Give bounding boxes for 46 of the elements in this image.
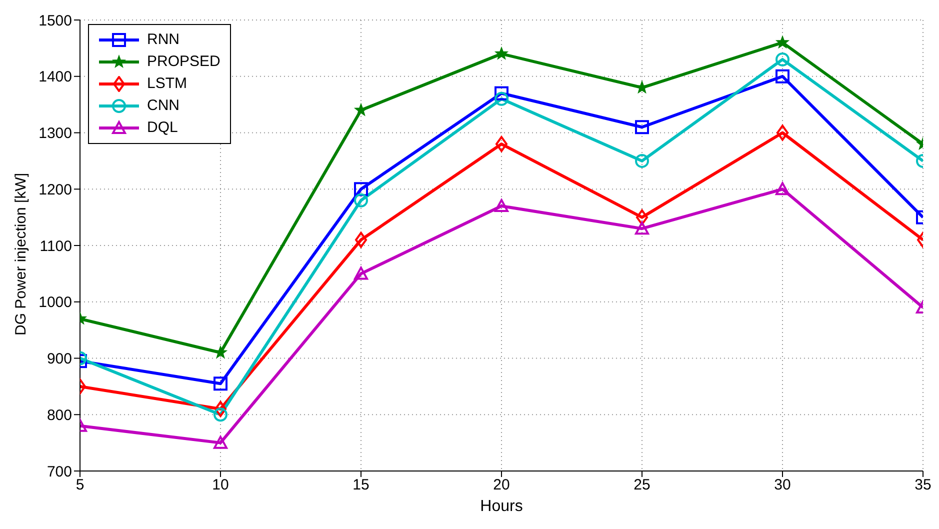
- x-axis-title: Hours: [480, 498, 523, 515]
- y-tick-label: 1400: [38, 68, 72, 86]
- x-tick-label: 30: [774, 476, 791, 494]
- y-tick-label: 700: [46, 463, 72, 480]
- x-tick-label: 5: [76, 476, 84, 494]
- legend-label: LSTM: [147, 74, 188, 94]
- point: [776, 69, 790, 84]
- point: [776, 182, 790, 196]
- x-tick-label: 15: [352, 476, 370, 494]
- point: [635, 222, 649, 235]
- point: [776, 36, 789, 48]
- y-axis-title: DG Power injection [kW]: [12, 172, 30, 336]
- x-tick-label: 10: [212, 476, 229, 494]
- x-tick-label: 20: [493, 476, 510, 494]
- point: [495, 47, 508, 60]
- y-tick-label: 800: [46, 406, 72, 424]
- x-tick-label: 25: [634, 476, 650, 494]
- point: [635, 120, 649, 134]
- point: [496, 136, 508, 152]
- point: [214, 376, 228, 391]
- y-tick-label: 1500: [38, 12, 72, 30]
- point: [355, 232, 367, 248]
- y-tick-label: 900: [46, 350, 72, 368]
- point: [494, 86, 508, 100]
- y-tick-label: 1000: [38, 294, 72, 312]
- point: [776, 52, 790, 66]
- point: [354, 182, 368, 196]
- point: [776, 124, 788, 141]
- legend-label: CNN: [147, 96, 180, 116]
- y-tick-label: 1200: [38, 181, 72, 198]
- point: [354, 266, 368, 280]
- point: [214, 436, 228, 449]
- y-tick-label: 1300: [38, 125, 72, 142]
- point: [214, 400, 226, 417]
- point: [635, 154, 649, 168]
- point: [494, 199, 508, 212]
- point: [636, 209, 648, 226]
- point: [494, 92, 508, 106]
- y-tick-label: 1100: [40, 238, 72, 255]
- legend-label: DQL: [147, 118, 178, 138]
- point: [354, 104, 368, 116]
- legend-label: PROPSED: [147, 52, 220, 72]
- legend-label: RNN: [147, 30, 180, 50]
- point: [354, 193, 368, 208]
- point: [214, 408, 228, 422]
- x-tick-label: 35: [914, 476, 932, 494]
